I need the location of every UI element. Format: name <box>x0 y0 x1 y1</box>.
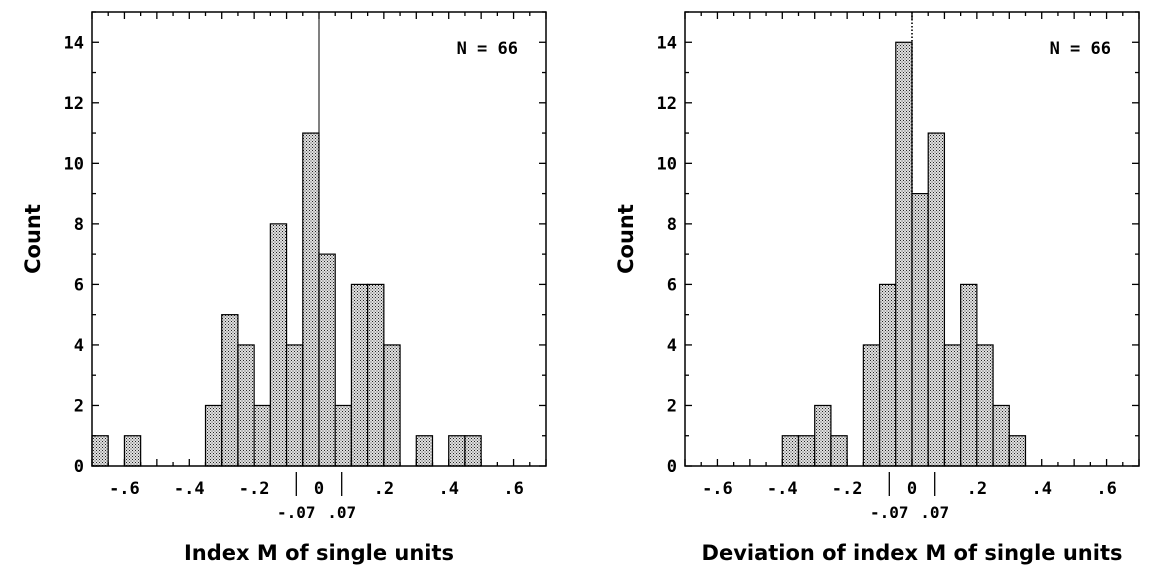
histogram-bar <box>383 344 401 467</box>
y-tick-label: 12 <box>64 94 84 114</box>
histogram-bar <box>318 253 336 467</box>
y-tick-label: 0 <box>74 457 84 477</box>
histogram-bar <box>911 193 929 467</box>
histogram-bar <box>814 404 832 467</box>
histogram-bar <box>367 283 385 467</box>
histogram-bar <box>448 435 466 467</box>
histogram-bar <box>350 283 369 467</box>
histogram-bar <box>797 435 816 467</box>
x-axis-title: Index M of single units <box>184 541 454 565</box>
y-tick-label: 10 <box>657 154 677 174</box>
marker-tick-label: -.07 <box>277 503 316 522</box>
histogram-bar <box>878 283 897 467</box>
y-tick-label: 4 <box>667 336 677 356</box>
histogram-bar <box>415 435 434 467</box>
x-tick-label: .2 <box>967 479 987 499</box>
x-tick-label: .2 <box>374 479 394 499</box>
y-axis-title: Count <box>21 204 45 274</box>
y-tick-label: 6 <box>74 275 84 295</box>
right-histogram-panel: 0 2 4 6 8 10 12 14 -.6 -.4 -.2 0 .2 .4 .6 -.07 .07 N = 66… <box>614 11 1140 565</box>
histogram-bar <box>927 132 946 467</box>
histogram-bar <box>269 223 288 467</box>
y-tick-label: 2 <box>667 396 677 416</box>
left-histogram-panel: 0 2 4 6 8 10 12 14 -.6 -.4 -.2 0 .2 .4 .6 -.07 .07 N = 66… <box>21 11 547 565</box>
x-tick-label: .6 <box>1096 479 1116 499</box>
histogram-bar <box>91 435 109 467</box>
x-tick-label: -.6 <box>702 479 733 499</box>
y-tick-label: 6 <box>667 275 677 295</box>
histogram-bar <box>895 41 913 467</box>
marker-tick-label: .07 <box>920 503 949 522</box>
histogram-bar <box>992 404 1010 467</box>
histogram-bar <box>221 314 239 467</box>
x-tick-label: .4 <box>438 479 458 499</box>
histogram-bar <box>237 344 255 467</box>
x-tick-label: -.4 <box>767 479 798 499</box>
x-tick-label: .6 <box>503 479 523 499</box>
y-tick-label: 14 <box>657 33 677 53</box>
sample-size-annotation: N = 66 <box>1050 39 1111 59</box>
histogram-bar <box>123 435 142 467</box>
histogram-bar <box>204 404 223 467</box>
y-tick-label: 2 <box>74 396 84 416</box>
histogram-bar <box>253 404 271 467</box>
y-tick-label: 8 <box>667 215 677 235</box>
x-tick-label: -.2 <box>239 479 270 499</box>
histogram-bar <box>781 435 800 467</box>
sample-size-annotation: N = 66 <box>457 39 518 59</box>
histogram-bar <box>943 344 962 467</box>
x-tick-label: -.6 <box>109 479 140 499</box>
marker-tick-label: .07 <box>327 503 356 522</box>
x-axis-title: Deviation of index M of single units <box>702 541 1123 565</box>
marker-tick-label: -.07 <box>870 503 909 522</box>
histogram-bar <box>464 435 482 467</box>
histogram-bar <box>302 132 320 467</box>
histogram-bar <box>1008 435 1027 467</box>
x-tick-label: .4 <box>1031 479 1051 499</box>
histogram-bar <box>334 404 353 467</box>
y-tick-label: 12 <box>657 94 677 114</box>
y-tick-label: 14 <box>64 33 84 53</box>
x-tick-label: 0 <box>314 479 324 499</box>
y-tick-label: 8 <box>74 215 84 235</box>
x-tick-label: 0 <box>907 479 917 499</box>
x-tick-label: -.4 <box>174 479 205 499</box>
histogram-bar <box>285 344 304 467</box>
y-tick-label: 4 <box>74 336 84 356</box>
histogram-bar <box>862 344 881 467</box>
histogram-bar <box>976 344 994 467</box>
histogram-bar <box>960 283 978 467</box>
y-tick-label: 0 <box>667 457 677 477</box>
histogram-bar <box>830 435 848 467</box>
y-axis-title: Count <box>614 204 638 274</box>
y-tick-label: 10 <box>64 154 84 174</box>
x-tick-label: -.2 <box>832 479 863 499</box>
